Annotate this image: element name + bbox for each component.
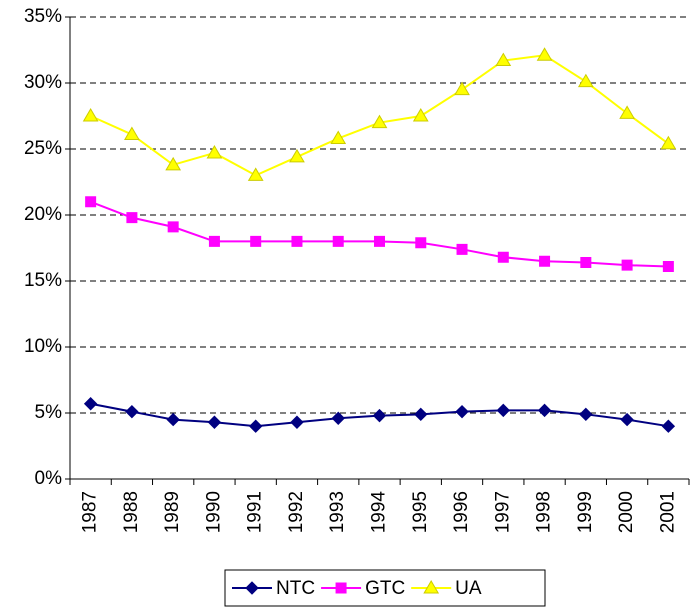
marker xyxy=(332,235,344,247)
marker xyxy=(331,411,345,425)
legend-label: GTC xyxy=(365,578,405,599)
marker xyxy=(125,404,139,419)
marker xyxy=(456,243,468,255)
marker xyxy=(167,221,179,233)
marker xyxy=(371,114,388,129)
y-tick-label: 35% xyxy=(24,6,62,27)
x-tick-label: 1989 xyxy=(162,491,183,533)
marker xyxy=(82,108,99,122)
marker xyxy=(372,408,387,423)
marker xyxy=(330,130,347,144)
x-tick-label: 1994 xyxy=(369,491,390,534)
marker xyxy=(577,73,594,88)
marker xyxy=(83,397,98,411)
marker xyxy=(660,135,677,150)
marker xyxy=(497,251,509,263)
marker xyxy=(290,415,304,429)
x-tick-label: 1995 xyxy=(410,491,431,533)
marker xyxy=(539,255,551,267)
x-tick-label: 1996 xyxy=(451,491,472,533)
marker xyxy=(415,237,427,249)
y-tick-label: 10% xyxy=(24,336,62,357)
marker xyxy=(374,235,385,247)
y-tick-label: 30% xyxy=(24,72,62,93)
marker xyxy=(454,81,470,96)
legend-label: NTC xyxy=(276,578,315,599)
marker xyxy=(661,419,676,433)
y-tick-label: 15% xyxy=(24,270,62,291)
marker xyxy=(165,156,182,171)
marker xyxy=(124,126,140,140)
x-tick-label: 2001 xyxy=(657,491,678,533)
x-tick-label: 1993 xyxy=(327,491,348,533)
marker xyxy=(619,105,635,119)
marker xyxy=(620,412,634,427)
y-tick-label: 5% xyxy=(35,402,63,423)
marker xyxy=(536,47,553,61)
x-tick-label: 1997 xyxy=(492,491,513,533)
marker xyxy=(423,580,440,594)
marker xyxy=(166,412,180,427)
marker xyxy=(579,407,593,422)
marker xyxy=(250,235,262,247)
x-tick-label: 1987 xyxy=(80,491,101,533)
x-tick-label: 1992 xyxy=(286,491,307,533)
marker xyxy=(208,235,220,247)
marker xyxy=(126,212,138,224)
marker xyxy=(455,404,469,419)
legend-box xyxy=(224,569,546,607)
marker xyxy=(248,419,263,433)
x-tick-label: 1991 xyxy=(245,491,266,533)
marker xyxy=(496,403,511,418)
legend-label: UA xyxy=(455,578,482,599)
marker xyxy=(662,260,674,272)
marker xyxy=(207,415,222,429)
marker xyxy=(245,581,259,595)
marker xyxy=(621,259,633,271)
marker xyxy=(580,257,592,269)
y-tick-label: 20% xyxy=(24,204,62,225)
x-tick-label: 2000 xyxy=(616,491,637,533)
marker xyxy=(537,403,552,418)
marker xyxy=(291,235,303,247)
marker xyxy=(495,52,512,67)
marker xyxy=(85,196,97,208)
y-tick-label: 25% xyxy=(24,138,62,159)
marker xyxy=(206,144,223,159)
marker xyxy=(247,167,264,181)
x-tick-label: 1999 xyxy=(575,491,596,533)
marker xyxy=(412,108,429,122)
marker xyxy=(289,148,305,163)
marker xyxy=(335,582,347,594)
x-tick-label: 1998 xyxy=(534,491,555,533)
series-line xyxy=(90,200,669,268)
x-tick-label: 1988 xyxy=(121,491,142,533)
marker xyxy=(414,407,428,422)
legend: NTC GTC UA xyxy=(224,569,546,607)
y-tick-label: 0% xyxy=(35,468,63,489)
x-tick-label: 1990 xyxy=(203,491,224,533)
